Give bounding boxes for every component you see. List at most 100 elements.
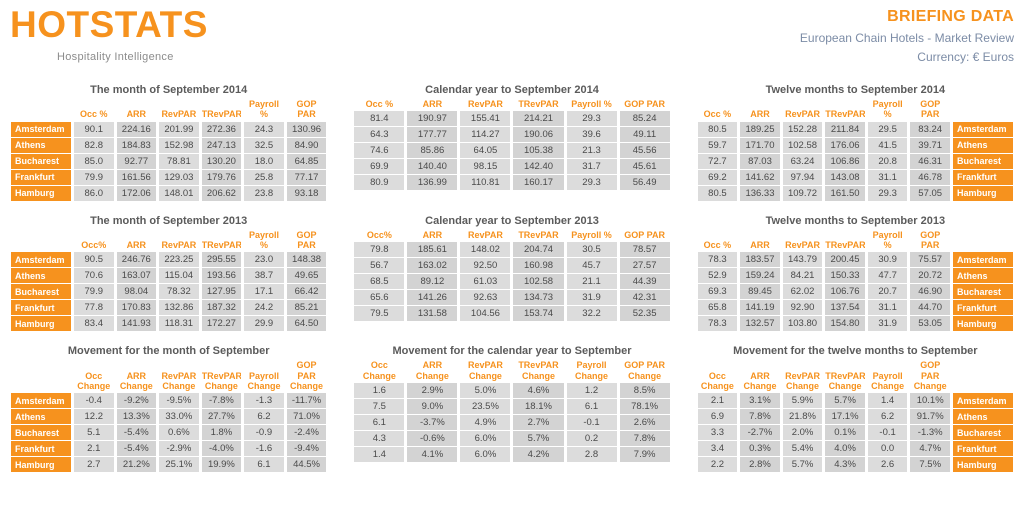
label-column-spacer (953, 359, 1013, 392)
table-row: 74.6 85.86 64.05 105.38 21.3 45.56 (354, 143, 670, 159)
table-row: 56.7 163.02 92.50 160.98 45.7 27.57 (354, 258, 670, 274)
data-table: Occ% ARR RevPAR TRevPAR Payroll % GOP PAR 79.8… (351, 228, 672, 322)
data-cell: 18.1% (513, 399, 564, 415)
table-title: Calendar year to September 2013 (425, 214, 599, 227)
data-cell: 78.3 (697, 252, 738, 268)
data-cell: 130.20 (201, 153, 242, 169)
data-cell: 29.5 (867, 121, 908, 137)
data-cell: 6.0% (460, 431, 511, 447)
data-cell: 118.31 (159, 316, 199, 332)
data-cell: 185.61 (407, 242, 458, 258)
data-cell: 102.58 (782, 137, 823, 153)
data-cell: 21.1 (566, 274, 617, 290)
column-header: Occ Change (77, 370, 111, 392)
column-header: ARR (126, 240, 147, 251)
column-header: RevPAR Change (468, 360, 503, 381)
data-cell: 46.31 (910, 153, 950, 169)
data-cell: 72.7 (697, 153, 738, 169)
data-cell: 105.38 (513, 143, 564, 159)
data-cell: 4.2% (513, 447, 564, 463)
table-row: Bucharest 79.9 98.04 78.32 127.95 17.1 66.42 (11, 284, 327, 300)
table-row: Amsterdam 90.5 246.76 223.25 295.55 23.0 148.3… (11, 252, 327, 268)
data-cell: 5.7% (825, 393, 865, 409)
data-cell: 46.90 (910, 284, 950, 300)
data-cell: 70.6 (74, 268, 114, 284)
column-header: GOP PAR (296, 99, 317, 120)
data-cell: 81.4 (354, 111, 405, 127)
table-row: 64.3 177.77 114.27 190.06 39.6 49.11 (354, 127, 670, 143)
data-cell: 63.24 (782, 153, 823, 169)
data-cell: 30.5 (566, 242, 617, 258)
data-cell: 6.0% (460, 447, 511, 463)
data-cell: 2.8 (566, 447, 617, 463)
data-cell: 2.2 (697, 457, 738, 473)
data-cell: 4.9% (460, 415, 511, 431)
data-cell: -9.4% (286, 441, 327, 457)
city-label: Bucharest (953, 284, 1013, 300)
data-cell: 2.6% (619, 415, 670, 431)
data-cell: 0.6% (159, 425, 199, 441)
table-row: 78.3 132.57 103.80 154.80 31.9 53.05 Hamburg (697, 316, 1013, 332)
data-cell: 44.39 (619, 274, 670, 290)
column-header: TRevPAR (518, 229, 559, 240)
data-cell: 7.8% (619, 431, 670, 447)
table-row: 6.1 -3.7% 4.9% 2.7% -0.1 2.6% (354, 415, 670, 431)
data-cell: 2.6 (867, 457, 908, 473)
data-cell: 1.6 (354, 383, 405, 399)
data-cell: 6.1 (244, 457, 284, 473)
column-header: ARR Change (119, 370, 153, 392)
city-label: Frankfurt (953, 441, 1013, 457)
data-cell: 246.76 (116, 252, 157, 268)
city-label: Bucharest (11, 425, 71, 441)
data-cell: 176.06 (825, 137, 865, 153)
data-cell: 90.1 (74, 121, 114, 137)
table-row: 80.5 189.25 152.28 211.84 29.5 83.24 Amsterdam (697, 121, 1013, 137)
data-cell: 20.72 (910, 268, 950, 284)
data-cell: -4.0% (201, 441, 242, 457)
data-cell: 39.6 (566, 127, 617, 143)
column-header: Occ Change (700, 370, 734, 392)
header-row: Occ Change ARR Change RevPAR Change TRevPAR… (354, 359, 669, 382)
data-cell: 78.32 (159, 284, 199, 300)
data-cell: 134.73 (513, 290, 564, 306)
data-cell: 79.9 (74, 169, 114, 185)
table-row: Frankfurt 77.8 170.83 132.86 187.32 24.2 85.21 (11, 300, 327, 316)
data-cell: 21.8% (782, 409, 823, 425)
table-row: 3.4 0.3% 5.4% 4.0% 0.0 4.7% Frankfurt (697, 441, 1013, 457)
table-row: 79.5 131.58 104.56 153.74 32.2 52.35 (354, 306, 670, 322)
label-column-spacer (11, 359, 71, 392)
data-cell: 19.9% (201, 457, 242, 473)
table-row: 80.5 136.33 109.72 161.50 29.3 57.05 Hamburg (697, 185, 1013, 201)
data-cell: 224.16 (116, 121, 157, 137)
table-title: Twelve months to September 2014 (765, 84, 946, 96)
data-cell: 21.3 (566, 143, 617, 159)
data-cell: 29.3 (867, 185, 908, 201)
data-cell: 161.50 (825, 185, 865, 201)
data-cell: 129.03 (159, 169, 199, 185)
data-cell: 1.2 (566, 383, 617, 399)
column-header: ARR (750, 109, 770, 120)
data-cell: 206.62 (201, 185, 242, 201)
data-cell: 6.9 (697, 409, 738, 425)
data-cell: 148.01 (159, 185, 199, 201)
data-cell: 141.26 (407, 290, 458, 306)
table-month-sep-2013: The month of September 2013 Occ% ARR RevPA… (8, 215, 329, 333)
column-header: RevPAR (785, 240, 820, 251)
column-header: Payroll Change (871, 370, 905, 392)
data-cell: 172.06 (116, 185, 157, 201)
data-cell: 74.6 (354, 143, 405, 159)
header-row: Occ% ARR RevPAR TRevPAR Payroll % GOP PAR (11, 229, 326, 252)
data-cell: 247.13 (201, 137, 242, 153)
column-header: Payroll % (248, 99, 279, 120)
data-cell: 272.36 (201, 121, 242, 137)
data-cell: 85.0 (74, 153, 114, 169)
city-label: Hamburg (953, 316, 1013, 332)
data-cell: 79.5 (354, 306, 405, 322)
data-cell: 177.77 (407, 127, 458, 143)
column-header: ARR Change (415, 360, 449, 381)
column-header: Occ % (365, 99, 394, 109)
data-cell: 91.7% (910, 409, 950, 425)
label-column-spacer (11, 98, 71, 121)
data-cell: 64.50 (286, 316, 327, 332)
data-cell: 2.7 (74, 457, 114, 473)
